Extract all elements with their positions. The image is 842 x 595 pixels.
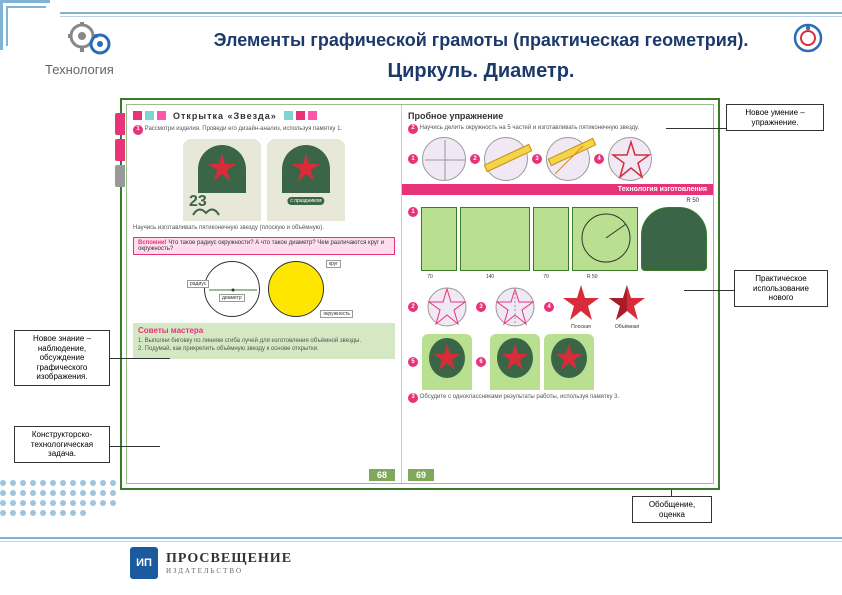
section-header: Открытка «Звезда» [133,111,395,121]
circle-division-steps: 1 2 3 4 [408,137,707,181]
tips-box: Советы мастера 1. Выполни биговку по лин… [133,323,395,360]
publisher-logo: ИП ПРОСВЕЩЕНИЕ ИЗДАТЕЛЬСТВО [130,547,292,579]
postcard-1: 23 [183,139,261,221]
top-decoration [0,0,842,22]
textbook-spread: Открытка «Звезда» 1 Рассмотри изделия. П… [120,98,720,490]
circle-filled: круг окружность [268,261,324,317]
reminder-box: Вспомни! Что такое радиус окружности? А … [133,237,395,255]
subject-label: Технология [45,62,114,77]
left-page: Открытка «Звезда» 1 Рассмотри изделия. П… [127,105,402,483]
final-assembly: 5 6 [408,334,707,390]
page-number-right: 69 [408,469,434,481]
footer: ИП ПРОСВЕЩЕНИЕ ИЗДАТЕЛЬСТВО [0,537,842,587]
page-header: Элементы графической грамоты (практическ… [180,30,782,51]
callout-new-skill: Новое умение – упражнение. [726,104,824,131]
callout-task: Конструкторско-технологическая задача. [14,426,110,463]
dot-pattern [0,480,120,510]
callout-practical: Практическое использование нового [734,270,828,307]
technology-band: Технология изготовления [402,184,713,195]
star-construction: 2 3 4 Плоская Объёмная [408,284,707,330]
callout-new-knowledge: Новое знание – наблюдение, обсуждение гр… [14,330,110,386]
postcard-2: с праздником [267,139,345,221]
compass-logo-icon [792,22,824,59]
circle-radius-diameter: радиус диаметр [204,261,260,317]
subtitle: Циркуль. Диаметр. [180,60,782,83]
right-page: Пробное упражнение 2 Научись делить окру… [402,105,713,483]
callout-summary: Обобщение, оценка [632,496,712,523]
page-number-left: 68 [369,469,395,481]
gear-logo-icon [68,22,112,63]
main-title: Элементы графической грамоты (практическ… [180,30,782,51]
cutting-diagram: 1 [408,207,707,271]
